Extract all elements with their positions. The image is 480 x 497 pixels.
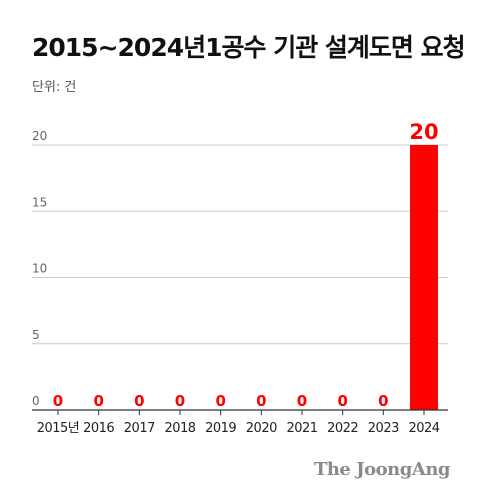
x-tick-label: 2017 [124, 421, 155, 436]
gridlines: 0 5 10 15 20 [32, 129, 448, 408]
data-label: 0 [215, 392, 225, 410]
axes: 2015년 2016 2017 2018 2019 2020 2021 2022 2023 202… [32, 409, 448, 436]
x-tick-label: 2024 [408, 421, 439, 436]
data-label: 0 [297, 392, 307, 410]
data-label: 0 [134, 392, 144, 410]
x-tick-label: 2015년 [37, 421, 80, 436]
publisher-credit: The JoongAng [313, 459, 451, 480]
y-tick-label: 20 [32, 129, 47, 143]
x-tick-label: 2022 [327, 421, 358, 436]
data-label: 20 [409, 120, 438, 144]
y-tick-label: 5 [32, 328, 40, 342]
y-tick-label: 0 [32, 394, 40, 408]
data-label: 0 [93, 392, 103, 410]
data-labels: 0 0 0 0 0 0 0 0 0 20 [53, 120, 439, 410]
data-label: 0 [337, 392, 347, 410]
chart-title: 2015~2024년1공수 기관 설계도면 요청 [32, 33, 466, 62]
x-tick-label: 2021 [286, 421, 317, 436]
data-label: 0 [53, 392, 63, 410]
data-label: 0 [256, 392, 266, 410]
unit-label: 단위: 건 [32, 80, 77, 95]
bars [410, 145, 438, 410]
data-label: 0 [175, 392, 185, 410]
x-tick-label: 2019 [205, 421, 236, 436]
x-tick-label: 2020 [246, 421, 277, 436]
x-tick-label: 2016 [83, 421, 114, 436]
x-tick-label: 2023 [368, 421, 399, 436]
bar [410, 145, 438, 410]
x-tick-label: 2018 [164, 421, 195, 436]
y-tick-label: 15 [32, 195, 47, 209]
data-label: 0 [378, 392, 388, 410]
y-tick-label: 10 [32, 262, 47, 276]
